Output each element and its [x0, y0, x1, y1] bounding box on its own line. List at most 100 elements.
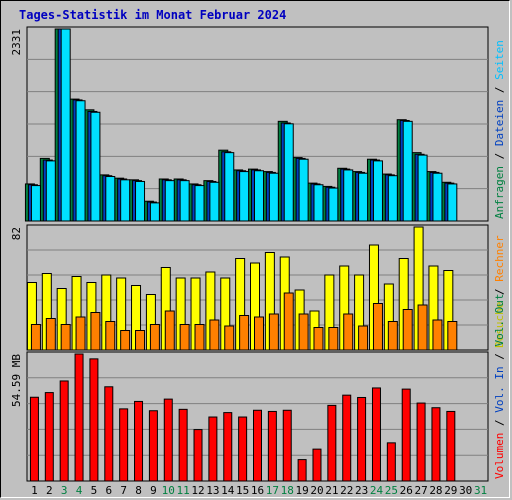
bar-sites [135, 330, 146, 351]
bar-volume [29, 396, 39, 482]
bar-volume [401, 388, 411, 482]
bar-volume [44, 392, 54, 482]
bar-sites [75, 316, 86, 351]
bar-pages [105, 176, 116, 222]
bar-volume [74, 353, 84, 482]
day-tick-label: 17 [266, 484, 279, 497]
bar-sites [224, 325, 235, 351]
bar-pages [149, 202, 160, 222]
bar-volume [163, 398, 173, 482]
day-tick-label: 20 [310, 484, 323, 497]
day-tick-label: 25 [385, 484, 398, 497]
day-tick-label: 2 [46, 484, 53, 497]
bar-sites [30, 324, 41, 351]
bar-volume [134, 400, 144, 482]
bar-volume [178, 408, 188, 482]
legend-entry: / [493, 347, 506, 367]
panel-requests: 2331 Anfragen / Dateien / Seiten [10, 26, 506, 222]
bar-sites [432, 319, 443, 351]
bar-volume [416, 402, 426, 482]
day-tick-label: 5 [91, 484, 98, 497]
bar-sites [149, 324, 160, 351]
legend-entry: Seiten [493, 40, 506, 80]
bar-sites [402, 309, 413, 351]
legend-entry: / [493, 413, 506, 433]
side-legend: Anfragen / Dateien / Seiten [493, 40, 506, 219]
day-tick-label: 1 [31, 484, 38, 497]
bar-sites [387, 321, 398, 351]
bar-pages [194, 185, 205, 222]
bar-volume [312, 448, 322, 482]
bar-pages [224, 152, 235, 222]
day-tick-label: 12 [191, 484, 204, 497]
bar-pages [254, 170, 264, 222]
day-tick-label: 27 [414, 484, 427, 497]
bar-pages [239, 171, 250, 222]
bar-sites [164, 310, 175, 351]
bar-volume [446, 410, 456, 482]
panel-visits: 82 Besuche / Rechner [10, 224, 506, 351]
legend-entry: Dateien [493, 100, 506, 146]
bar-volume [357, 396, 367, 482]
bar-pages [432, 172, 443, 222]
day-tick-label: 7 [120, 484, 127, 497]
bar-sites [328, 327, 339, 351]
bar-pages [402, 120, 413, 222]
legend-entry: / [493, 80, 506, 100]
ymax-label: 82 [10, 227, 23, 240]
bar-volume [193, 429, 203, 482]
day-tick-label: 29 [444, 484, 457, 497]
bar-volume [253, 409, 262, 482]
day-tick-label: 22 [340, 484, 353, 497]
bar-volume [297, 459, 307, 482]
bar-sites [120, 330, 131, 351]
day-tick-label: 28 [429, 484, 442, 497]
day-tick-label: 24 [370, 484, 384, 497]
bar-pages [60, 28, 71, 222]
day-tick-label: 30 [459, 484, 472, 497]
bar-sites [194, 324, 205, 351]
bar-sites [358, 325, 369, 351]
day-tick-label: 14 [221, 484, 235, 497]
side-legend: Volumen / Vol. In / Vol. Out [493, 294, 506, 479]
bar-pages [358, 172, 369, 222]
legend-entry: Anfragen [493, 166, 506, 219]
bar-sites [209, 319, 220, 351]
bar-pages [283, 123, 294, 222]
bar-pages [343, 169, 354, 222]
bar-sites [372, 303, 383, 351]
legend-entry: Volumen [493, 433, 506, 479]
legend-entry: / [493, 282, 506, 302]
bar-pages [209, 181, 220, 222]
bar-pages [90, 111, 101, 222]
bar-pages [268, 172, 279, 222]
legend-entry: Besuche [493, 302, 506, 348]
bar-volume [223, 412, 233, 482]
bar-volume [208, 416, 218, 482]
legend-entry: Rechner [493, 235, 506, 282]
day-tick-label: 10 [162, 484, 175, 497]
legend-entry: Vol. Out [493, 294, 506, 347]
bar-sites [268, 313, 279, 351]
bar-sites [447, 321, 458, 351]
bar-volume [119, 408, 129, 482]
bar-pages [328, 187, 339, 222]
bar-volume [267, 410, 277, 482]
day-tick-label: 8 [135, 484, 142, 497]
bar-volume [327, 404, 337, 482]
chart-title: Tages-Statistik im Monat Februar 2024 [19, 8, 286, 22]
bar-pages [135, 180, 146, 222]
bar-sites [179, 324, 190, 351]
legend-entry: / [493, 146, 506, 166]
day-tick-label: 26 [400, 484, 413, 497]
bar-volume [431, 407, 441, 482]
day-tick-label: 9 [150, 484, 157, 497]
bar-volume [282, 409, 292, 482]
day-tick-label: 19 [295, 484, 308, 497]
bar-sites [90, 312, 101, 351]
day-tick-label: 23 [355, 484, 368, 497]
ymax-label: 54.59 MB [10, 354, 23, 407]
bar-pages [417, 154, 428, 222]
bar-volume [104, 386, 114, 482]
